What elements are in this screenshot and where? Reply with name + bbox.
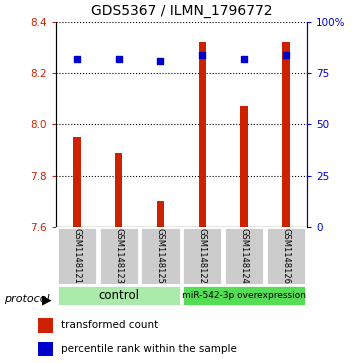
Point — [241, 56, 247, 62]
Text: GSM1148125: GSM1148125 — [156, 228, 165, 284]
Bar — [57, 227, 97, 285]
Bar — [282, 42, 290, 227]
Bar — [182, 285, 306, 306]
Point — [158, 58, 164, 64]
Bar — [157, 201, 164, 227]
Bar — [224, 227, 264, 285]
Bar — [182, 227, 222, 285]
Point — [74, 56, 80, 62]
Text: transformed count: transformed count — [61, 321, 158, 330]
Text: ▶: ▶ — [42, 293, 51, 306]
Bar — [38, 342, 53, 356]
Bar — [57, 285, 180, 306]
Text: GSM1148124: GSM1148124 — [240, 228, 249, 284]
Point — [283, 52, 289, 57]
Bar — [199, 42, 206, 227]
Text: control: control — [98, 289, 139, 302]
Bar — [38, 318, 53, 333]
Text: miR-542-3p overexpression: miR-542-3p overexpression — [182, 291, 306, 300]
Text: GSM1148122: GSM1148122 — [198, 228, 207, 284]
Title: GDS5367 / ILMN_1796772: GDS5367 / ILMN_1796772 — [91, 4, 272, 18]
Bar — [140, 227, 180, 285]
Point — [199, 52, 205, 57]
Text: GSM1148121: GSM1148121 — [72, 228, 81, 284]
Bar — [115, 152, 122, 227]
Text: GSM1148123: GSM1148123 — [114, 228, 123, 284]
Text: protocol: protocol — [4, 294, 49, 305]
Bar — [73, 137, 81, 227]
Bar — [240, 106, 248, 227]
Text: GSM1148126: GSM1148126 — [282, 228, 291, 284]
Bar — [266, 227, 306, 285]
Text: percentile rank within the sample: percentile rank within the sample — [61, 344, 237, 354]
Bar — [99, 227, 139, 285]
Point — [116, 56, 122, 62]
